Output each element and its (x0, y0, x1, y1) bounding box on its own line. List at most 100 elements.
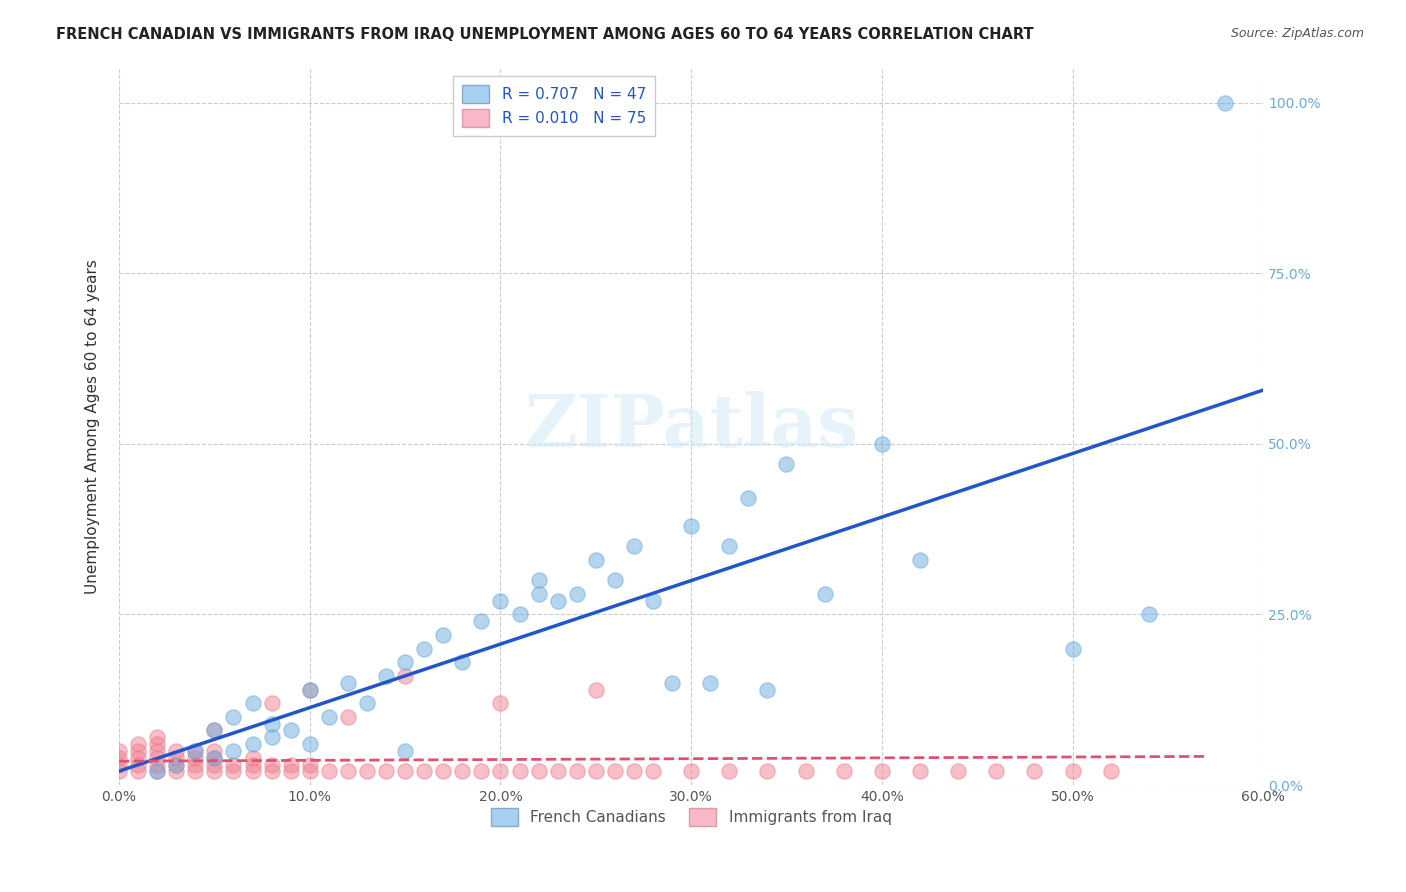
Point (146, 744, 169, 758)
Point (146, 764, 169, 779)
Point (202, 757, 225, 772)
Point (165, 757, 187, 772)
Point (184, 764, 207, 779)
Point (508, 764, 530, 779)
Point (242, 737, 264, 751)
Point (813, 587, 835, 601)
Point (986, 764, 1008, 779)
Point (336, 675, 359, 690)
Point (108, 764, 131, 779)
Text: ZIPatlas: ZIPatlas (524, 392, 858, 462)
Point (202, 744, 225, 758)
Point (127, 744, 149, 758)
Point (681, 764, 703, 779)
Point (794, 764, 817, 779)
Point (146, 757, 169, 772)
Point (565, 587, 588, 601)
Point (146, 731, 169, 745)
Point (508, 607, 530, 622)
Point (1062, 764, 1084, 779)
Point (260, 757, 283, 772)
Point (737, 491, 759, 506)
Point (260, 696, 283, 710)
Point (242, 696, 264, 710)
Point (298, 757, 321, 772)
Point (718, 539, 741, 553)
Point (318, 710, 340, 724)
Point (280, 757, 302, 772)
Point (451, 764, 474, 779)
Point (127, 764, 149, 779)
Point (280, 764, 302, 779)
Point (946, 764, 969, 779)
Point (336, 710, 359, 724)
Point (775, 458, 797, 472)
Point (489, 696, 512, 710)
Point (222, 764, 245, 779)
Point (242, 764, 264, 779)
Point (585, 764, 607, 779)
Point (298, 682, 321, 697)
Point (432, 628, 454, 642)
Point (127, 737, 149, 751)
Point (127, 757, 149, 772)
Point (202, 764, 225, 779)
Point (127, 751, 149, 765)
Point (413, 764, 436, 779)
Point (356, 764, 378, 779)
Point (470, 615, 492, 629)
Point (298, 737, 321, 751)
Point (165, 757, 187, 772)
Point (641, 594, 664, 608)
Y-axis label: Unemployment Among Ages 60 to 64 years: Unemployment Among Ages 60 to 64 years (86, 260, 100, 594)
Point (451, 655, 474, 669)
Point (298, 682, 321, 697)
Point (356, 696, 378, 710)
Point (394, 669, 416, 683)
Point (108, 757, 131, 772)
Point (527, 574, 550, 588)
Point (394, 744, 416, 758)
Point (432, 764, 454, 779)
Point (260, 764, 283, 779)
Point (280, 723, 302, 738)
Point (641, 764, 664, 779)
Point (202, 723, 225, 738)
Point (489, 594, 512, 608)
Point (489, 764, 512, 779)
Point (603, 574, 626, 588)
Point (623, 764, 645, 779)
Point (1062, 641, 1084, 656)
Point (756, 682, 779, 697)
Point (242, 757, 264, 772)
Point (202, 751, 225, 765)
Point (470, 764, 492, 779)
Point (718, 764, 741, 779)
Point (146, 764, 169, 779)
Point (908, 764, 931, 779)
Point (870, 437, 893, 451)
Point (375, 669, 398, 683)
Point (165, 744, 187, 758)
Point (623, 539, 645, 553)
Point (336, 764, 359, 779)
Point (527, 587, 550, 601)
Point (870, 764, 893, 779)
Point (146, 751, 169, 765)
Point (585, 682, 607, 697)
Point (260, 731, 283, 745)
Point (1024, 764, 1046, 779)
Point (527, 764, 550, 779)
Point (1137, 607, 1160, 622)
Point (547, 594, 569, 608)
Point (375, 764, 398, 779)
Point (908, 553, 931, 567)
Point (1099, 764, 1122, 779)
Point (242, 751, 264, 765)
Point (165, 764, 187, 779)
Text: FRENCH CANADIAN VS IMMIGRANTS FROM IRAQ UNEMPLOYMENT AMONG AGES 60 TO 64 YEARS C: FRENCH CANADIAN VS IMMIGRANTS FROM IRAQ … (56, 27, 1033, 42)
Point (222, 710, 245, 724)
Point (184, 757, 207, 772)
Text: Source: ZipAtlas.com: Source: ZipAtlas.com (1230, 27, 1364, 40)
Point (394, 764, 416, 779)
